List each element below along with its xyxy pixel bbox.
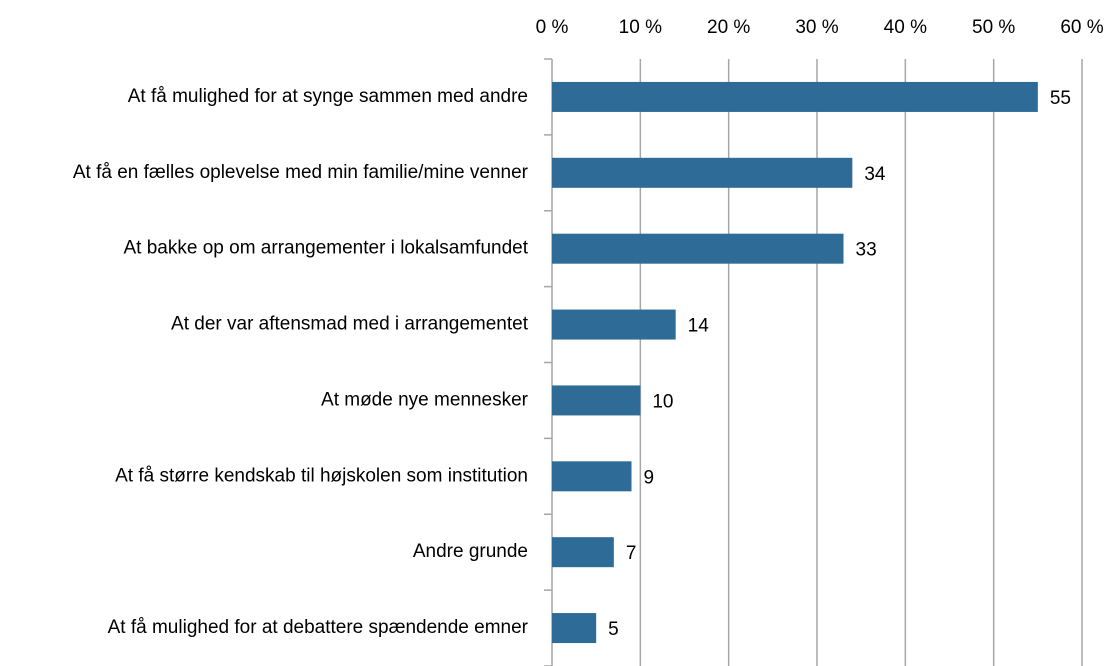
y-tick-label: At møde nye mennesker <box>321 389 529 410</box>
value-label: 5 <box>608 619 619 640</box>
y-tick-label: At der var aftensmad med i arrangementet <box>171 314 529 335</box>
value-label: 7 <box>626 543 637 564</box>
bar <box>552 233 844 264</box>
y-tick-label: At få mulighed for at debattere spændend… <box>108 617 529 638</box>
bar <box>552 309 676 340</box>
x-tick-label: 10 % <box>619 17 662 38</box>
bar <box>552 385 641 416</box>
y-tick-label: Andre grunde <box>413 541 528 562</box>
y-tick-label: At få mulighed for at synge sammen med a… <box>128 86 528 107</box>
bar <box>552 157 853 188</box>
x-tick-label: 30 % <box>795 17 838 38</box>
value-label: 9 <box>644 467 655 488</box>
x-tick-label: 60 % <box>1060 17 1103 38</box>
bar <box>552 461 632 492</box>
bar <box>552 537 614 568</box>
x-tick-label: 50 % <box>972 17 1015 38</box>
value-label: 14 <box>688 316 710 337</box>
x-tick-label: 20 % <box>707 17 750 38</box>
y-tick-label: At få større kendskab til højskolen som … <box>115 465 528 486</box>
y-tick-label: At få en fælles oplevelse med min famili… <box>73 162 529 183</box>
y-tick-label: At bakke op om arrangementer i lokalsamf… <box>124 238 529 259</box>
x-tick-label: 0 % <box>536 17 569 38</box>
x-tick-label: 40 % <box>884 17 927 38</box>
value-label: 33 <box>856 240 877 261</box>
value-label: 55 <box>1050 88 1071 109</box>
value-label: 34 <box>864 164 886 185</box>
bar <box>552 81 1038 112</box>
bar <box>552 613 597 644</box>
value-label: 10 <box>652 391 673 412</box>
